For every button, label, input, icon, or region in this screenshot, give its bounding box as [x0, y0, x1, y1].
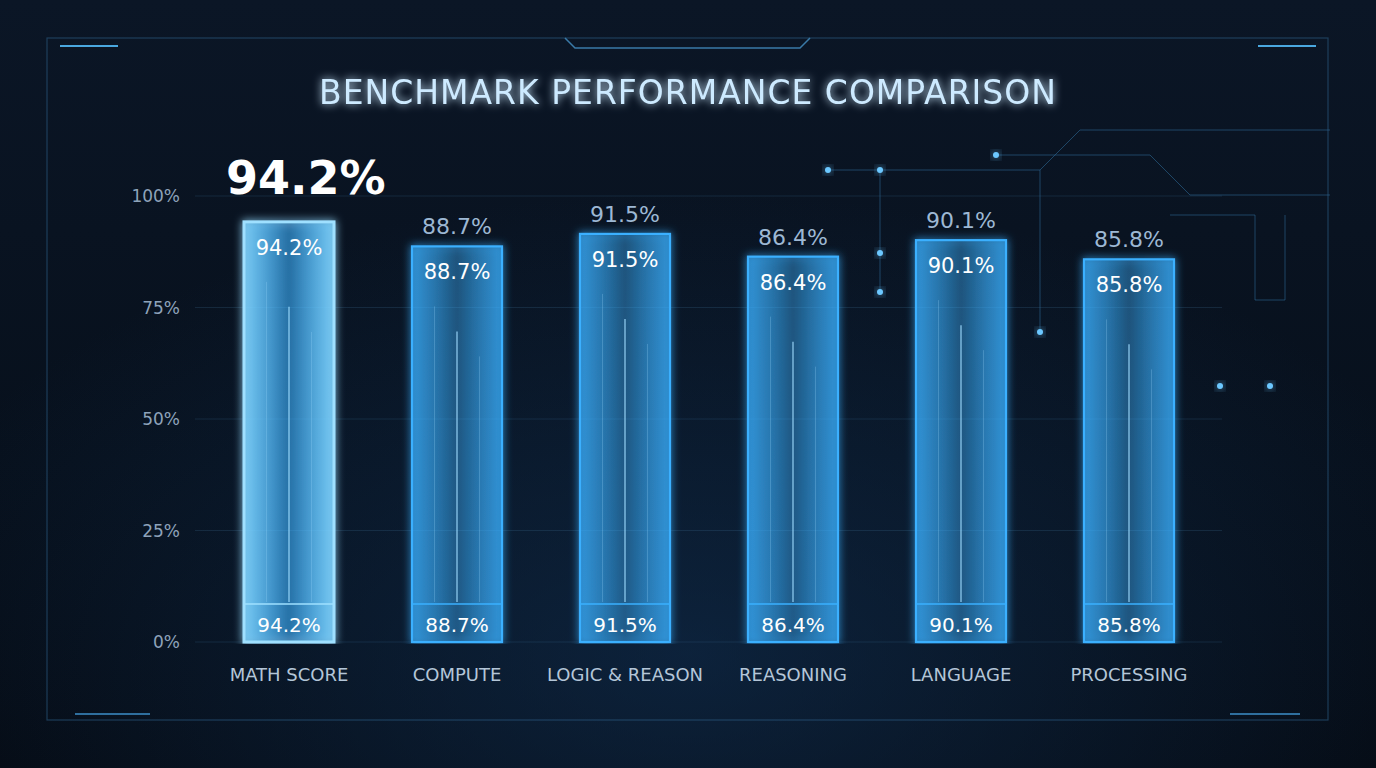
tick-label: 25%	[142, 521, 180, 541]
circuit-line	[828, 130, 1330, 170]
grid-line	[195, 642, 1222, 643]
tick-label: 50%	[142, 409, 180, 429]
bar-streak	[1151, 369, 1152, 602]
frame-accent	[60, 45, 118, 47]
data-label-top: 88.7%	[424, 260, 491, 284]
bar-streak	[288, 307, 290, 602]
circuit-dot	[993, 152, 999, 158]
bar-streak	[456, 331, 458, 602]
bar-streak	[792, 342, 794, 602]
bar-streak	[647, 344, 648, 602]
bar-streak	[1106, 319, 1107, 602]
grid-line	[195, 530, 1222, 531]
data-label-bottom: 86.4%	[761, 613, 825, 637]
category-label: MATH SCORE	[230, 664, 349, 685]
title: BENCHMARK PERFORMANCE COMPARISON	[319, 73, 1057, 112]
bar-streak	[602, 294, 603, 602]
frame-accent	[75, 713, 150, 715]
bar-base-divider	[748, 603, 838, 605]
y-axis	[194, 170, 196, 642]
data-label-top: 85.8%	[1096, 273, 1163, 297]
tick-label: 0%	[153, 632, 180, 652]
bar-base-divider	[1084, 603, 1174, 605]
bar-streak	[983, 350, 984, 602]
bar-streak	[938, 300, 939, 602]
frame	[47, 38, 1328, 720]
x-axis	[195, 641, 1222, 643]
category-label: LOGIC & REASON	[547, 664, 703, 685]
bar-streak	[479, 356, 480, 602]
circuit-dot	[1217, 383, 1223, 389]
frame-notch	[565, 38, 810, 48]
data-label-bottom: 94.2%	[257, 613, 321, 637]
bar-streak	[960, 325, 962, 602]
data-label-above: 91.5%	[590, 202, 660, 227]
category-label: REASONING	[739, 664, 847, 685]
circuit-dot	[825, 167, 831, 173]
category-label: LANGUAGE	[911, 664, 1012, 685]
circuit-dot	[877, 167, 883, 173]
grid-line	[195, 419, 1222, 420]
circuit-dot	[1267, 383, 1273, 389]
labels: 94.2% 94.2% 94.2% MATH SCORE 88.7% 88.7% 88.7%…	[226, 151, 1188, 685]
tick-label: 75%	[142, 298, 180, 318]
data-label-bottom: 91.5%	[593, 613, 657, 637]
category-label: COMPUTE	[413, 664, 502, 685]
circuit-dot	[1037, 329, 1043, 335]
circuit-line	[996, 155, 1330, 195]
circuit-line	[1170, 215, 1285, 300]
bar	[412, 246, 502, 642]
circuit-line	[880, 170, 881, 292]
data-label-bottom: 90.1%	[929, 613, 993, 637]
frame-accent	[1258, 45, 1316, 47]
bar-streak	[311, 332, 312, 602]
bar	[244, 222, 334, 642]
chart: BENCHMARK PERFORMANCE COMPARISON 0% 25% 50%…	[0, 0, 1376, 768]
data-label-top: 91.5%	[592, 248, 659, 272]
category-label: PROCESSING	[1070, 664, 1187, 685]
data-label-top: 94.2%	[256, 236, 323, 260]
bars	[244, 222, 1174, 642]
data-label-above: 86.4%	[758, 225, 828, 250]
background	[0, 0, 1376, 768]
bar	[916, 240, 1006, 642]
tick-label: 100%	[131, 186, 180, 206]
data-label-above: 88.7%	[422, 214, 492, 239]
bar-base-divider	[412, 603, 502, 605]
data-label-above: 90.1%	[926, 208, 996, 233]
circuit-dot	[877, 289, 883, 295]
bar-streak	[266, 282, 267, 602]
title-underline	[590, 123, 786, 125]
bar-streak	[624, 319, 626, 602]
bar	[748, 257, 838, 642]
data-label-bottom: 88.7%	[425, 613, 489, 637]
bar	[580, 234, 670, 642]
bar	[1084, 259, 1174, 642]
data-label-top: 86.4%	[760, 271, 827, 295]
bar-streak	[1128, 344, 1130, 602]
bar-base-divider	[580, 603, 670, 605]
grid-line	[195, 307, 1222, 308]
bar-streak	[434, 306, 435, 602]
bar-streak	[815, 367, 816, 602]
background-glow	[0, 0, 1376, 768]
data-label-above: 85.8%	[1094, 227, 1164, 252]
bar-streak	[770, 317, 771, 602]
highlight-label: 94.2%	[226, 151, 386, 205]
frame-accent	[1230, 713, 1300, 715]
bar-base-divider	[916, 603, 1006, 605]
data-label-top: 90.1%	[928, 254, 995, 278]
bar-base-divider	[244, 603, 334, 605]
circuit-dot	[877, 250, 883, 256]
data-label-bottom: 85.8%	[1097, 613, 1161, 637]
